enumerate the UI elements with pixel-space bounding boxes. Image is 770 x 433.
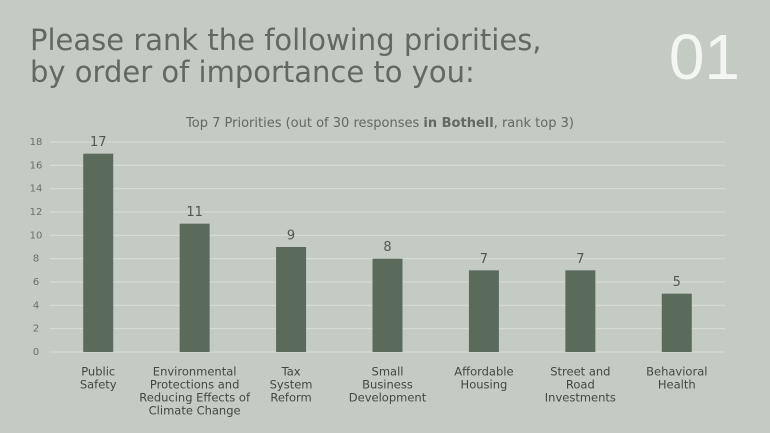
chart-title-part: Top 7 Priorities (out of 30 responses (185, 116, 423, 131)
x-tick-label: Reducing Effects of (139, 391, 251, 405)
bar (179, 223, 210, 352)
y-tick-label: 14 (30, 184, 43, 195)
y-tick-label: 18 (30, 137, 43, 148)
chart-title-part: , rank top 3) (494, 116, 574, 131)
x-tick-label: Health (658, 378, 696, 392)
value-label: 5 (673, 275, 681, 290)
chart-title: Top 7 Priorities (out of 30 responses in… (185, 116, 574, 131)
bar (661, 293, 692, 352)
x-tick-label: Tax (281, 365, 301, 379)
x-tick-label: Protections and (150, 378, 239, 392)
bar (372, 258, 403, 352)
value-label: 9 (287, 229, 295, 244)
value-label: 11 (186, 205, 203, 220)
bar (276, 247, 307, 352)
x-tick-label: Small (372, 365, 404, 379)
x-tick-label: Road (566, 378, 595, 392)
x-tick-label: Affordable (454, 365, 513, 379)
x-tick-label: Development (349, 391, 427, 405)
chart-title-part: in Bothell (423, 116, 493, 131)
x-tick-label: Environmental (153, 365, 237, 379)
bar (565, 270, 596, 352)
slide-number: 01 (669, 21, 740, 93)
y-tick-label: 12 (30, 207, 43, 218)
y-tick-label: 4 (33, 300, 39, 311)
x-tick-label: Public (81, 365, 115, 379)
x-tick-label: Reform (270, 391, 311, 405)
value-label: 7 (480, 252, 488, 267)
value-label: 7 (576, 252, 584, 267)
y-tick-label: 16 (30, 160, 43, 171)
y-tick-label: 2 (33, 324, 39, 335)
x-tick-label: Street and (550, 365, 610, 379)
y-tick-label: 8 (33, 254, 39, 265)
heading-line: by order of importance to you: (30, 55, 475, 89)
heading-line: Please rank the following priorities, (30, 23, 542, 57)
x-tick-label: Safety (80, 378, 117, 392)
x-tick-label: Business (362, 378, 413, 392)
value-label: 8 (383, 240, 391, 255)
y-tick-label: 6 (33, 277, 39, 288)
x-tick-label: Investments (545, 391, 616, 405)
y-tick-label: 10 (30, 230, 43, 241)
x-tick-label: Housing (461, 378, 508, 392)
value-label: 17 (90, 135, 107, 150)
y-tick-label: 0 (33, 347, 39, 358)
x-tick-label: System (270, 378, 313, 392)
x-tick-label: Behavioral (646, 365, 707, 379)
x-tick-label: Climate Change (149, 404, 241, 418)
bar (468, 270, 499, 352)
bar (83, 153, 114, 352)
